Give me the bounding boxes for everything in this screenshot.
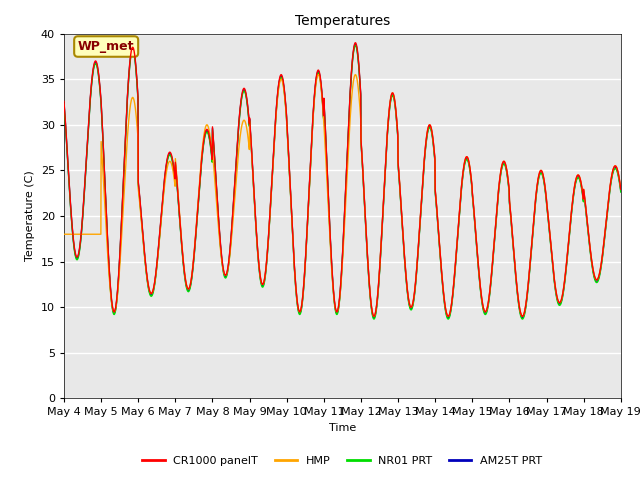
CR1000 panelT bbox=[508, 224, 516, 229]
HMP bbox=[617, 186, 625, 192]
AM25T PRT bbox=[351, 41, 359, 47]
HMP bbox=[406, 303, 414, 309]
CR1000 panelT bbox=[351, 40, 359, 46]
NR01 PRT bbox=[348, 68, 356, 74]
Legend: CR1000 panelT, HMP, NR01 PRT, AM25T PRT: CR1000 panelT, HMP, NR01 PRT, AM25T PRT bbox=[138, 451, 547, 470]
NR01 PRT bbox=[617, 189, 625, 195]
AM25T PRT bbox=[212, 175, 220, 180]
HMP bbox=[212, 190, 220, 196]
CR1000 panelT bbox=[212, 173, 220, 179]
HMP bbox=[164, 163, 172, 168]
Y-axis label: Temperature (C): Temperature (C) bbox=[26, 170, 35, 262]
AM25T PRT bbox=[164, 156, 172, 161]
AM25T PRT bbox=[406, 304, 414, 310]
Line: NR01 PRT: NR01 PRT bbox=[64, 46, 621, 319]
HMP bbox=[314, 72, 322, 78]
HMP bbox=[593, 277, 601, 283]
CR1000 panelT bbox=[617, 186, 625, 192]
Text: WP_met: WP_met bbox=[78, 40, 134, 53]
Title: Temperatures: Temperatures bbox=[295, 14, 390, 28]
AM25T PRT bbox=[617, 188, 625, 193]
HMP bbox=[518, 313, 526, 319]
AM25T PRT bbox=[593, 278, 601, 284]
Line: CR1000 panelT: CR1000 panelT bbox=[64, 43, 621, 316]
NR01 PRT bbox=[351, 43, 359, 48]
NR01 PRT bbox=[60, 101, 68, 107]
CR1000 panelT bbox=[164, 154, 172, 160]
HMP bbox=[508, 224, 516, 229]
NR01 PRT bbox=[406, 305, 414, 311]
HMP bbox=[60, 231, 68, 237]
NR01 PRT bbox=[164, 156, 172, 162]
CR1000 panelT bbox=[593, 277, 601, 283]
AM25T PRT bbox=[348, 67, 356, 72]
HMP bbox=[348, 92, 356, 97]
AM25T PRT bbox=[518, 315, 526, 321]
Line: AM25T PRT: AM25T PRT bbox=[64, 44, 621, 318]
NR01 PRT bbox=[518, 316, 526, 322]
CR1000 panelT bbox=[60, 98, 68, 104]
NR01 PRT bbox=[212, 176, 220, 182]
AM25T PRT bbox=[60, 100, 68, 106]
X-axis label: Time: Time bbox=[329, 423, 356, 433]
AM25T PRT bbox=[508, 225, 516, 230]
CR1000 panelT bbox=[406, 303, 414, 309]
NR01 PRT bbox=[593, 280, 601, 286]
Line: HMP: HMP bbox=[64, 75, 621, 316]
NR01 PRT bbox=[508, 226, 516, 232]
CR1000 panelT bbox=[518, 313, 526, 319]
CR1000 panelT bbox=[348, 66, 356, 72]
